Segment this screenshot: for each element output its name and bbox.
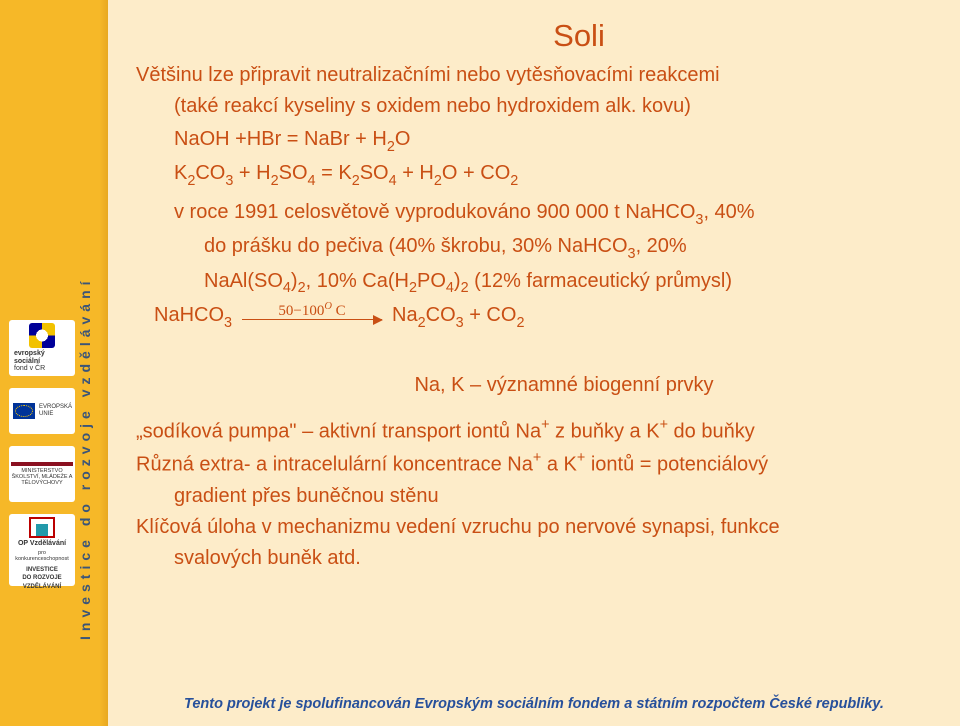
esf-star-icon (29, 323, 55, 348)
intro-line2: (také reakcí kyseliny s oxidem nebo hydr… (136, 93, 932, 120)
b1c: do prášku do pečiva (40% škrobu, 30% NaH… (204, 235, 628, 257)
q1c: do buňky (668, 421, 755, 443)
sponsor-logos: evropský sociální fond v ČR EVROPSKÁ UNI… (6, 320, 78, 586)
eq2f: SO (360, 162, 389, 184)
arrow-label: 50−100O C (242, 301, 382, 320)
op-l4: DO ROZVOJE (22, 575, 61, 582)
biogenic-heading: Na, K – významné biogenní prvky (196, 374, 932, 397)
b1i: ) (454, 270, 461, 292)
rxl: NaHCO (154, 304, 224, 326)
reaction-left: NaHCO3 (154, 304, 232, 330)
rra: Na (392, 304, 418, 326)
quote-2-line2: gradient přes buněčnou stěnu (136, 483, 932, 510)
b1f: ) (291, 270, 298, 292)
b1d: , 20% (636, 235, 687, 257)
slide-title: Soli (226, 18, 932, 54)
esf-line3: fond v ČR (14, 365, 45, 372)
b1b: , 40% (703, 201, 754, 223)
eq2h: O + CO (442, 162, 510, 184)
eq1-pre: NaOH +HBr = NaBr + H (174, 128, 387, 150)
footer-text: Tento projekt je spolufinancován Evropsk… (108, 696, 960, 712)
slide-main: Soli Většinu lze připravit neutralizační… (108, 0, 960, 726)
quote-2-line1: Různá extra- a intracelulární koncentrac… (136, 450, 932, 479)
logo-msmt: MINISTERSTVO ŠKOLSTVÍ, MLÁDEŽE A TĚLOVÝC… (9, 446, 75, 502)
b1e: NaAl(SO (204, 270, 283, 292)
op-l1: OP Vzdělávání (18, 540, 66, 548)
al-c: C (336, 303, 346, 319)
bullet-1-line3: NaAl(SO4)2, 10% Ca(H2PO4)2 (12% farmaceu… (136, 268, 932, 298)
q2a: Různá extra- a intracelulární koncentrac… (136, 454, 533, 476)
eu-text: EVROPSKÁ UNIE (39, 404, 72, 417)
b1g: , 10% Ca(H (306, 270, 409, 292)
bullet-1-line2: do prášku do pečiva (40% škrobu, 30% NaH… (136, 233, 932, 263)
eq2a: K (174, 162, 187, 184)
q1b: z buňky a K (550, 421, 660, 443)
q2b: a K (541, 454, 577, 476)
eu-flag-icon (13, 403, 35, 419)
intro-line1: Většinu lze připravit neutralizačními ne… (136, 62, 932, 89)
equation-1: NaOH +HBr = NaBr + H2O (136, 126, 932, 156)
reaction-right: Na2CO3 + CO2 (392, 304, 524, 330)
msmt-text: MINISTERSTVO ŠKOLSTVÍ, MLÁDEŽE A TĚLOVÝC… (11, 468, 73, 486)
al-a: 50 (278, 303, 293, 319)
eq1-post: O (395, 128, 411, 150)
eq2c: + H (233, 162, 270, 184)
rrb: CO (426, 304, 456, 326)
op-l2: pro konkurenceschopnost (11, 550, 73, 562)
arrow-line-icon (242, 319, 382, 320)
b1j: (12% farmaceutický průmysl) (469, 270, 732, 292)
q1a: „sodíková pumpa" – aktivní transport ion… (136, 421, 541, 443)
op-l3: INVESTICE (26, 567, 58, 574)
rrc: + CO (464, 304, 517, 326)
reaction-row: NaHCO3 50−100O C Na2CO3 + CO2 (136, 304, 932, 330)
b1a: v roce 1991 celosvětově vyprodukováno 90… (174, 201, 695, 223)
eq2b: CO (195, 162, 225, 184)
eq2d: SO (279, 162, 308, 184)
op-l5: VZDĚLÁVÁNÍ (23, 584, 61, 591)
q2c: iontů = potenciálový (585, 454, 768, 476)
al-d: − (293, 303, 301, 319)
logo-esf: evropský sociální fond v ČR (9, 320, 75, 376)
esf-line1: evropský (14, 350, 45, 357)
logo-op: OP Vzdělávání pro konkurenceschopnost IN… (9, 514, 75, 586)
quote-1: „sodíková pumpa" – aktivní transport ion… (136, 417, 932, 446)
quote-3-line1: Klíčová úloha v mechanizmu vedení vzruch… (136, 514, 932, 541)
vertical-text: Investice do rozvoje vzdělávání (77, 276, 93, 640)
eq2e: = K (316, 162, 352, 184)
bullet-1-line1: v roce 1991 celosvětově vyprodukováno 90… (136, 199, 932, 229)
al-b: 100 (302, 303, 325, 319)
logo-eu: EVROPSKÁ UNIE (9, 388, 75, 434)
esf-line2: sociální (14, 358, 40, 365)
op-square-icon (29, 517, 55, 538)
arrow-head-icon (373, 315, 383, 325)
quote-3-line2: svalových buněk atd. (136, 545, 932, 572)
equation-2: K2CO3 + H2SO4 = K2SO4 + H2O + CO2 (136, 160, 932, 190)
reaction-arrow: 50−100O C (242, 305, 382, 329)
b1h: PO (417, 270, 446, 292)
msmt-bar-icon (11, 462, 73, 466)
eq2g: + H (397, 162, 434, 184)
